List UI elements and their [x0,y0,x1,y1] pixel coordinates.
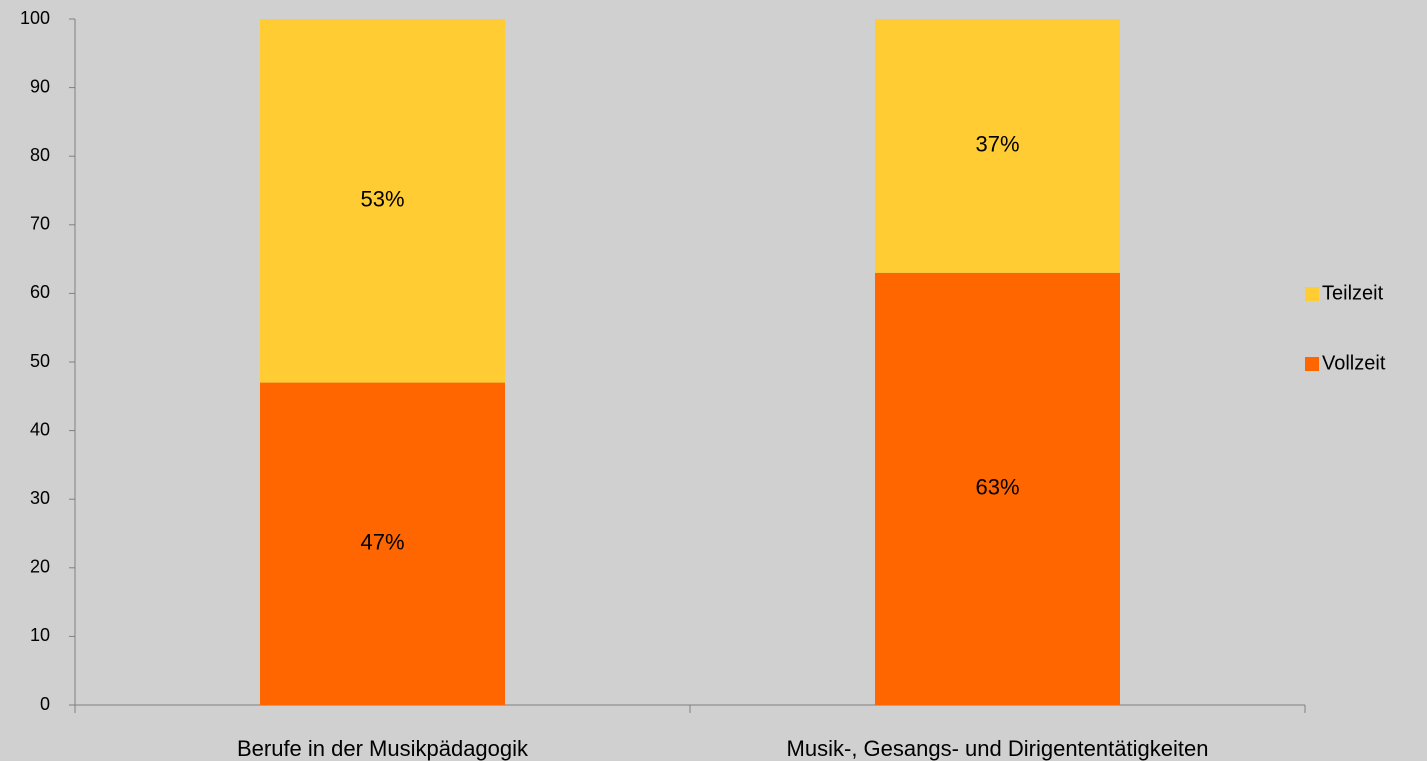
data-label: 47% [360,530,404,555]
data-label: 37% [975,132,1019,157]
y-tick-label: 80 [30,145,50,165]
legend-swatch [1305,287,1319,301]
y-tick-label: 60 [30,282,50,302]
y-tick-label: 10 [30,625,50,645]
y-tick-label: 20 [30,557,50,577]
y-tick-label: 70 [30,214,50,234]
x-tick-label: Musik-, Gesangs- und Dirigententätigkeit… [787,736,1209,761]
y-tick-label: 0 [40,694,50,714]
bar-segment [875,19,1120,273]
bar-segment [875,272,1120,705]
bar-segment [260,19,505,383]
y-tick-label: 50 [30,351,50,371]
y-tick-label: 90 [30,76,50,96]
legend-label: Vollzeit [1322,352,1386,374]
x-tick-label: Berufe in der Musikpädagogik [237,736,529,761]
legend-label: Teilzeit [1322,282,1384,304]
y-tick-label: 30 [30,488,50,508]
y-tick-label: 100 [20,8,50,28]
data-label: 63% [975,475,1019,500]
bar-segment [260,382,505,705]
y-tick-label: 40 [30,419,50,439]
legend-swatch [1305,357,1319,371]
data-label: 53% [360,187,404,212]
